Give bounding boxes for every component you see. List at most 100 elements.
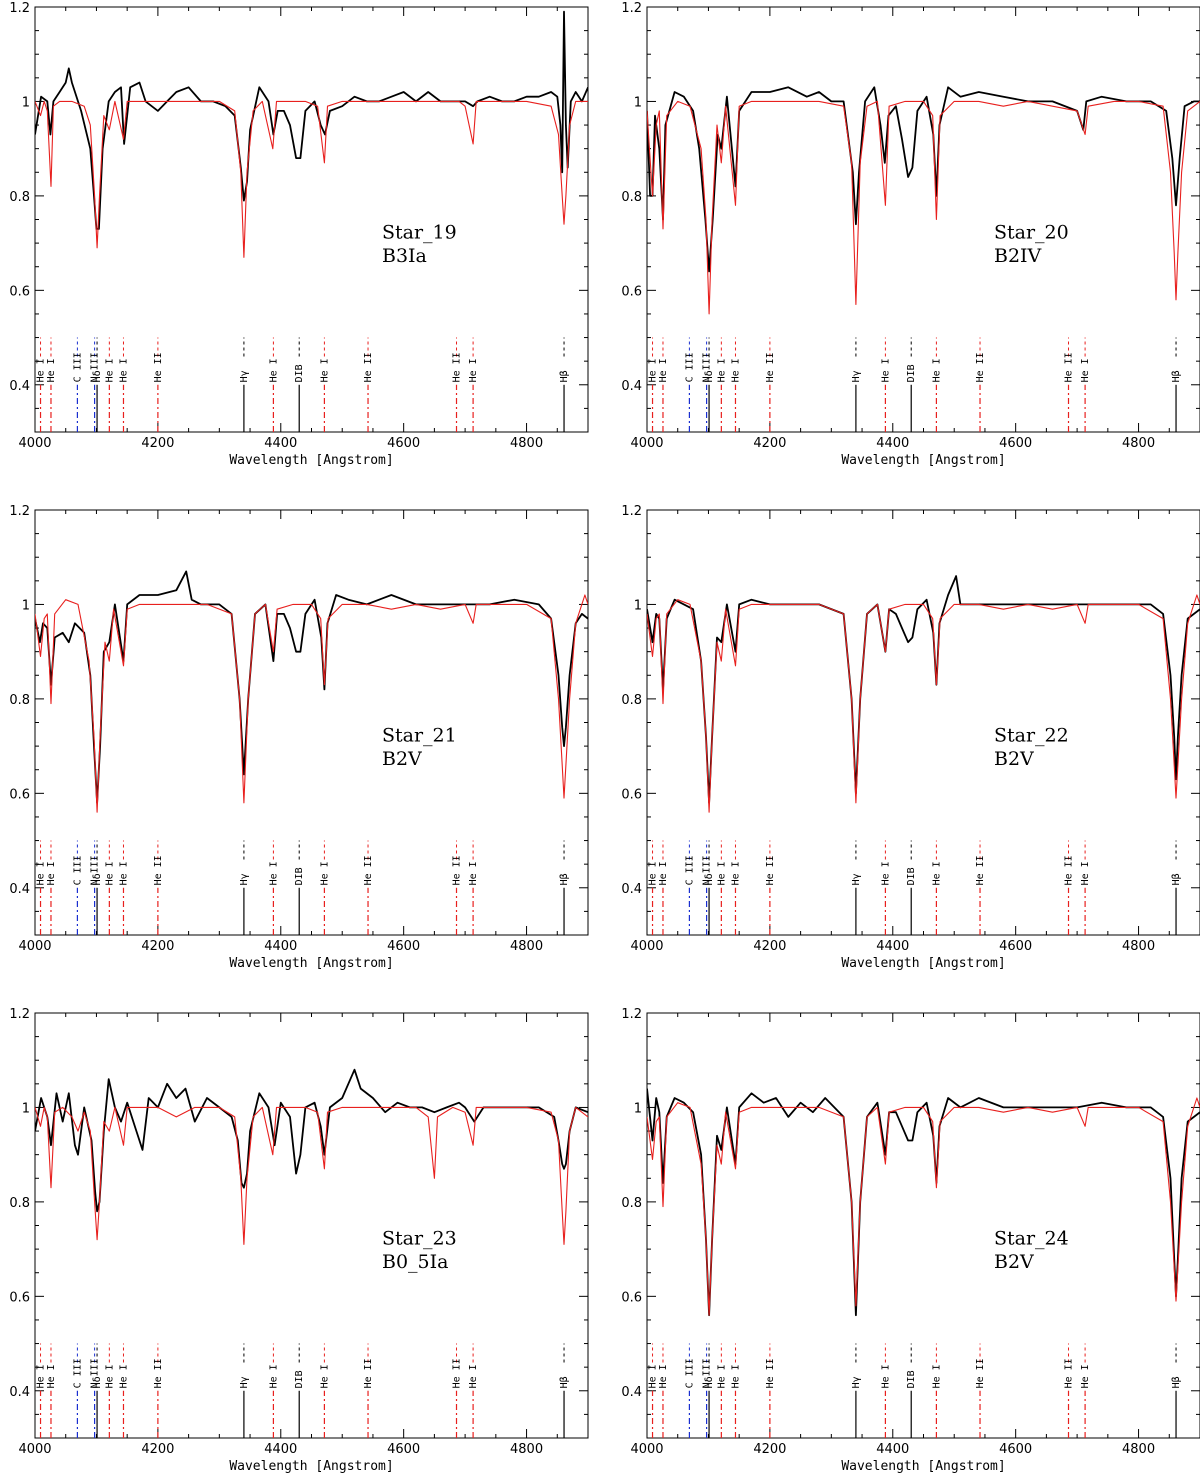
x-tick-label: 4800 bbox=[1122, 1442, 1155, 1457]
observed-spectrum bbox=[35, 1068, 588, 1213]
model-spectrum bbox=[35, 594, 588, 813]
line-marker-label: C III bbox=[684, 352, 695, 382]
y-tick-label: 0.6 bbox=[621, 284, 642, 299]
line-marker-label: Hδ bbox=[92, 873, 103, 885]
x-tick-label: 4200 bbox=[753, 1442, 786, 1457]
line-marker-label: Hβ bbox=[559, 370, 570, 382]
line-marker-label: He I bbox=[319, 861, 330, 885]
y-tick-label: 1 bbox=[22, 598, 30, 613]
line-marker-label: Hβ bbox=[1171, 370, 1182, 382]
line-marker-label: He I bbox=[118, 861, 129, 885]
x-tick-label: 4400 bbox=[876, 939, 909, 954]
observed-spectrum bbox=[647, 575, 1200, 804]
line-marker-label: Hδ bbox=[704, 370, 715, 382]
x-tick-label: 4800 bbox=[1122, 939, 1155, 954]
line-marker-label: He II bbox=[765, 352, 776, 382]
x-tick-label: 4600 bbox=[999, 436, 1032, 451]
line-marker-label: DIB bbox=[906, 867, 917, 885]
star-name-label: Star_23 bbox=[382, 1227, 457, 1249]
line-marker-label: He I bbox=[1080, 1364, 1091, 1388]
spectrum-panel: 4000 4200 4400 4600 4800 0.4 0.6 0.8 1 1.2 Wavelen… bbox=[621, 1007, 1200, 1474]
y-tick-label: 0.8 bbox=[621, 190, 642, 205]
star-name-label: Star_21 bbox=[382, 724, 457, 746]
x-tick-label: 4200 bbox=[141, 436, 174, 451]
y-tick-label: 0.6 bbox=[9, 1290, 30, 1305]
line-marker-label: He I bbox=[104, 358, 115, 382]
y-tick-label: 1.2 bbox=[9, 1, 30, 16]
spectrum-panel: 4000 4200 4400 4600 4800 0.4 0.6 0.8 1 1.2 Wavelen… bbox=[9, 504, 589, 971]
line-marker-label: N III bbox=[90, 855, 101, 885]
spectral-type-label: B0_5Ia bbox=[382, 1251, 448, 1273]
line-marker-label: He I bbox=[648, 1364, 659, 1388]
line-marker-label: He II bbox=[975, 1358, 986, 1388]
line-marker-label: He II bbox=[153, 855, 164, 885]
star-name-label: Star_19 bbox=[382, 221, 457, 243]
line-marker-label: Hγ bbox=[851, 873, 862, 885]
line-marker-label: Hβ bbox=[1171, 873, 1182, 885]
line-marker-label: He I bbox=[319, 358, 330, 382]
y-tick-label: 1.2 bbox=[621, 1007, 642, 1022]
star-name-label: Star_22 bbox=[994, 724, 1069, 746]
y-tick-label: 1.2 bbox=[621, 1, 642, 16]
line-marker-label: He I bbox=[36, 1364, 47, 1388]
line-marker-label: He II bbox=[975, 352, 986, 382]
x-axis-title: Wavelength [Angstrom] bbox=[841, 453, 1005, 468]
line-marker-label: DIB bbox=[906, 364, 917, 382]
line-marker-label: He I bbox=[716, 358, 727, 382]
line-marker-label: He I bbox=[658, 861, 669, 885]
y-tick-label: 0.4 bbox=[9, 379, 30, 394]
y-tick-label: 0.4 bbox=[9, 882, 30, 897]
line-marker-label: He I bbox=[931, 861, 942, 885]
line-marker-label: He II bbox=[363, 855, 374, 885]
line-marker-label: Hγ bbox=[239, 370, 250, 382]
star-name-label: Star_24 bbox=[994, 1227, 1069, 1249]
x-axis-title: Wavelength [Angstrom] bbox=[841, 1459, 1005, 1474]
y-tick-label: 0.8 bbox=[9, 693, 30, 708]
line-marker-label: He I bbox=[730, 358, 741, 382]
line-marker-label: He I bbox=[46, 861, 57, 885]
line-marker-label: He I bbox=[648, 358, 659, 382]
line-marker-label: He I bbox=[880, 1364, 891, 1388]
y-tick-label: 1.2 bbox=[9, 1007, 30, 1022]
line-marker-label: Hδ bbox=[92, 1376, 103, 1388]
x-tick-label: 4200 bbox=[141, 939, 174, 954]
x-tick-label: 4000 bbox=[18, 1442, 51, 1457]
spectrum-panel: 4000 4200 4400 4600 4800 0.4 0.6 0.8 1 1.2 Wavelen… bbox=[621, 504, 1200, 971]
line-marker-label: He II bbox=[1064, 855, 1075, 885]
x-tick-label: 4600 bbox=[999, 939, 1032, 954]
line-marker-label: He II bbox=[975, 855, 986, 885]
x-tick-label: 4600 bbox=[387, 939, 420, 954]
line-marker-label: DIB bbox=[294, 364, 305, 382]
y-tick-label: 0.6 bbox=[621, 787, 642, 802]
line-marker-label: DIB bbox=[294, 1370, 305, 1388]
observed-spectrum bbox=[35, 570, 588, 804]
x-tick-label: 4400 bbox=[876, 436, 909, 451]
line-marker-label: He I bbox=[1080, 358, 1091, 382]
y-tick-label: 1 bbox=[634, 598, 642, 613]
x-axis-title: Wavelength [Angstrom] bbox=[229, 956, 393, 971]
model-spectrum bbox=[647, 100, 1200, 315]
line-marker-label: He I bbox=[118, 1364, 129, 1388]
x-tick-label: 4200 bbox=[753, 939, 786, 954]
line-marker-label: He I bbox=[880, 358, 891, 382]
spectral-type-label: B2IV bbox=[994, 245, 1042, 267]
line-marker-label: He I bbox=[468, 861, 479, 885]
line-marker-label: He I bbox=[880, 861, 891, 885]
observed-spectrum bbox=[647, 1088, 1200, 1317]
y-tick-label: 0.8 bbox=[9, 1196, 30, 1211]
line-marker-label: Hγ bbox=[239, 873, 250, 885]
x-tick-label: 4800 bbox=[510, 436, 543, 451]
line-marker-label: DIB bbox=[906, 1370, 917, 1388]
x-tick-label: 4800 bbox=[1122, 436, 1155, 451]
y-tick-label: 0.8 bbox=[621, 1196, 642, 1211]
observed-spectrum bbox=[647, 86, 1200, 273]
line-marker-label: Hβ bbox=[559, 873, 570, 885]
model-spectrum bbox=[35, 1106, 588, 1245]
line-marker-label: He I bbox=[118, 358, 129, 382]
model-spectrum bbox=[647, 1097, 1200, 1316]
x-tick-label: 4800 bbox=[510, 1442, 543, 1457]
y-tick-label: 0.4 bbox=[621, 1385, 642, 1400]
spectral-type-label: B3Ia bbox=[382, 245, 427, 267]
line-marker-label: C III bbox=[684, 1358, 695, 1388]
x-tick-label: 4200 bbox=[141, 1442, 174, 1457]
